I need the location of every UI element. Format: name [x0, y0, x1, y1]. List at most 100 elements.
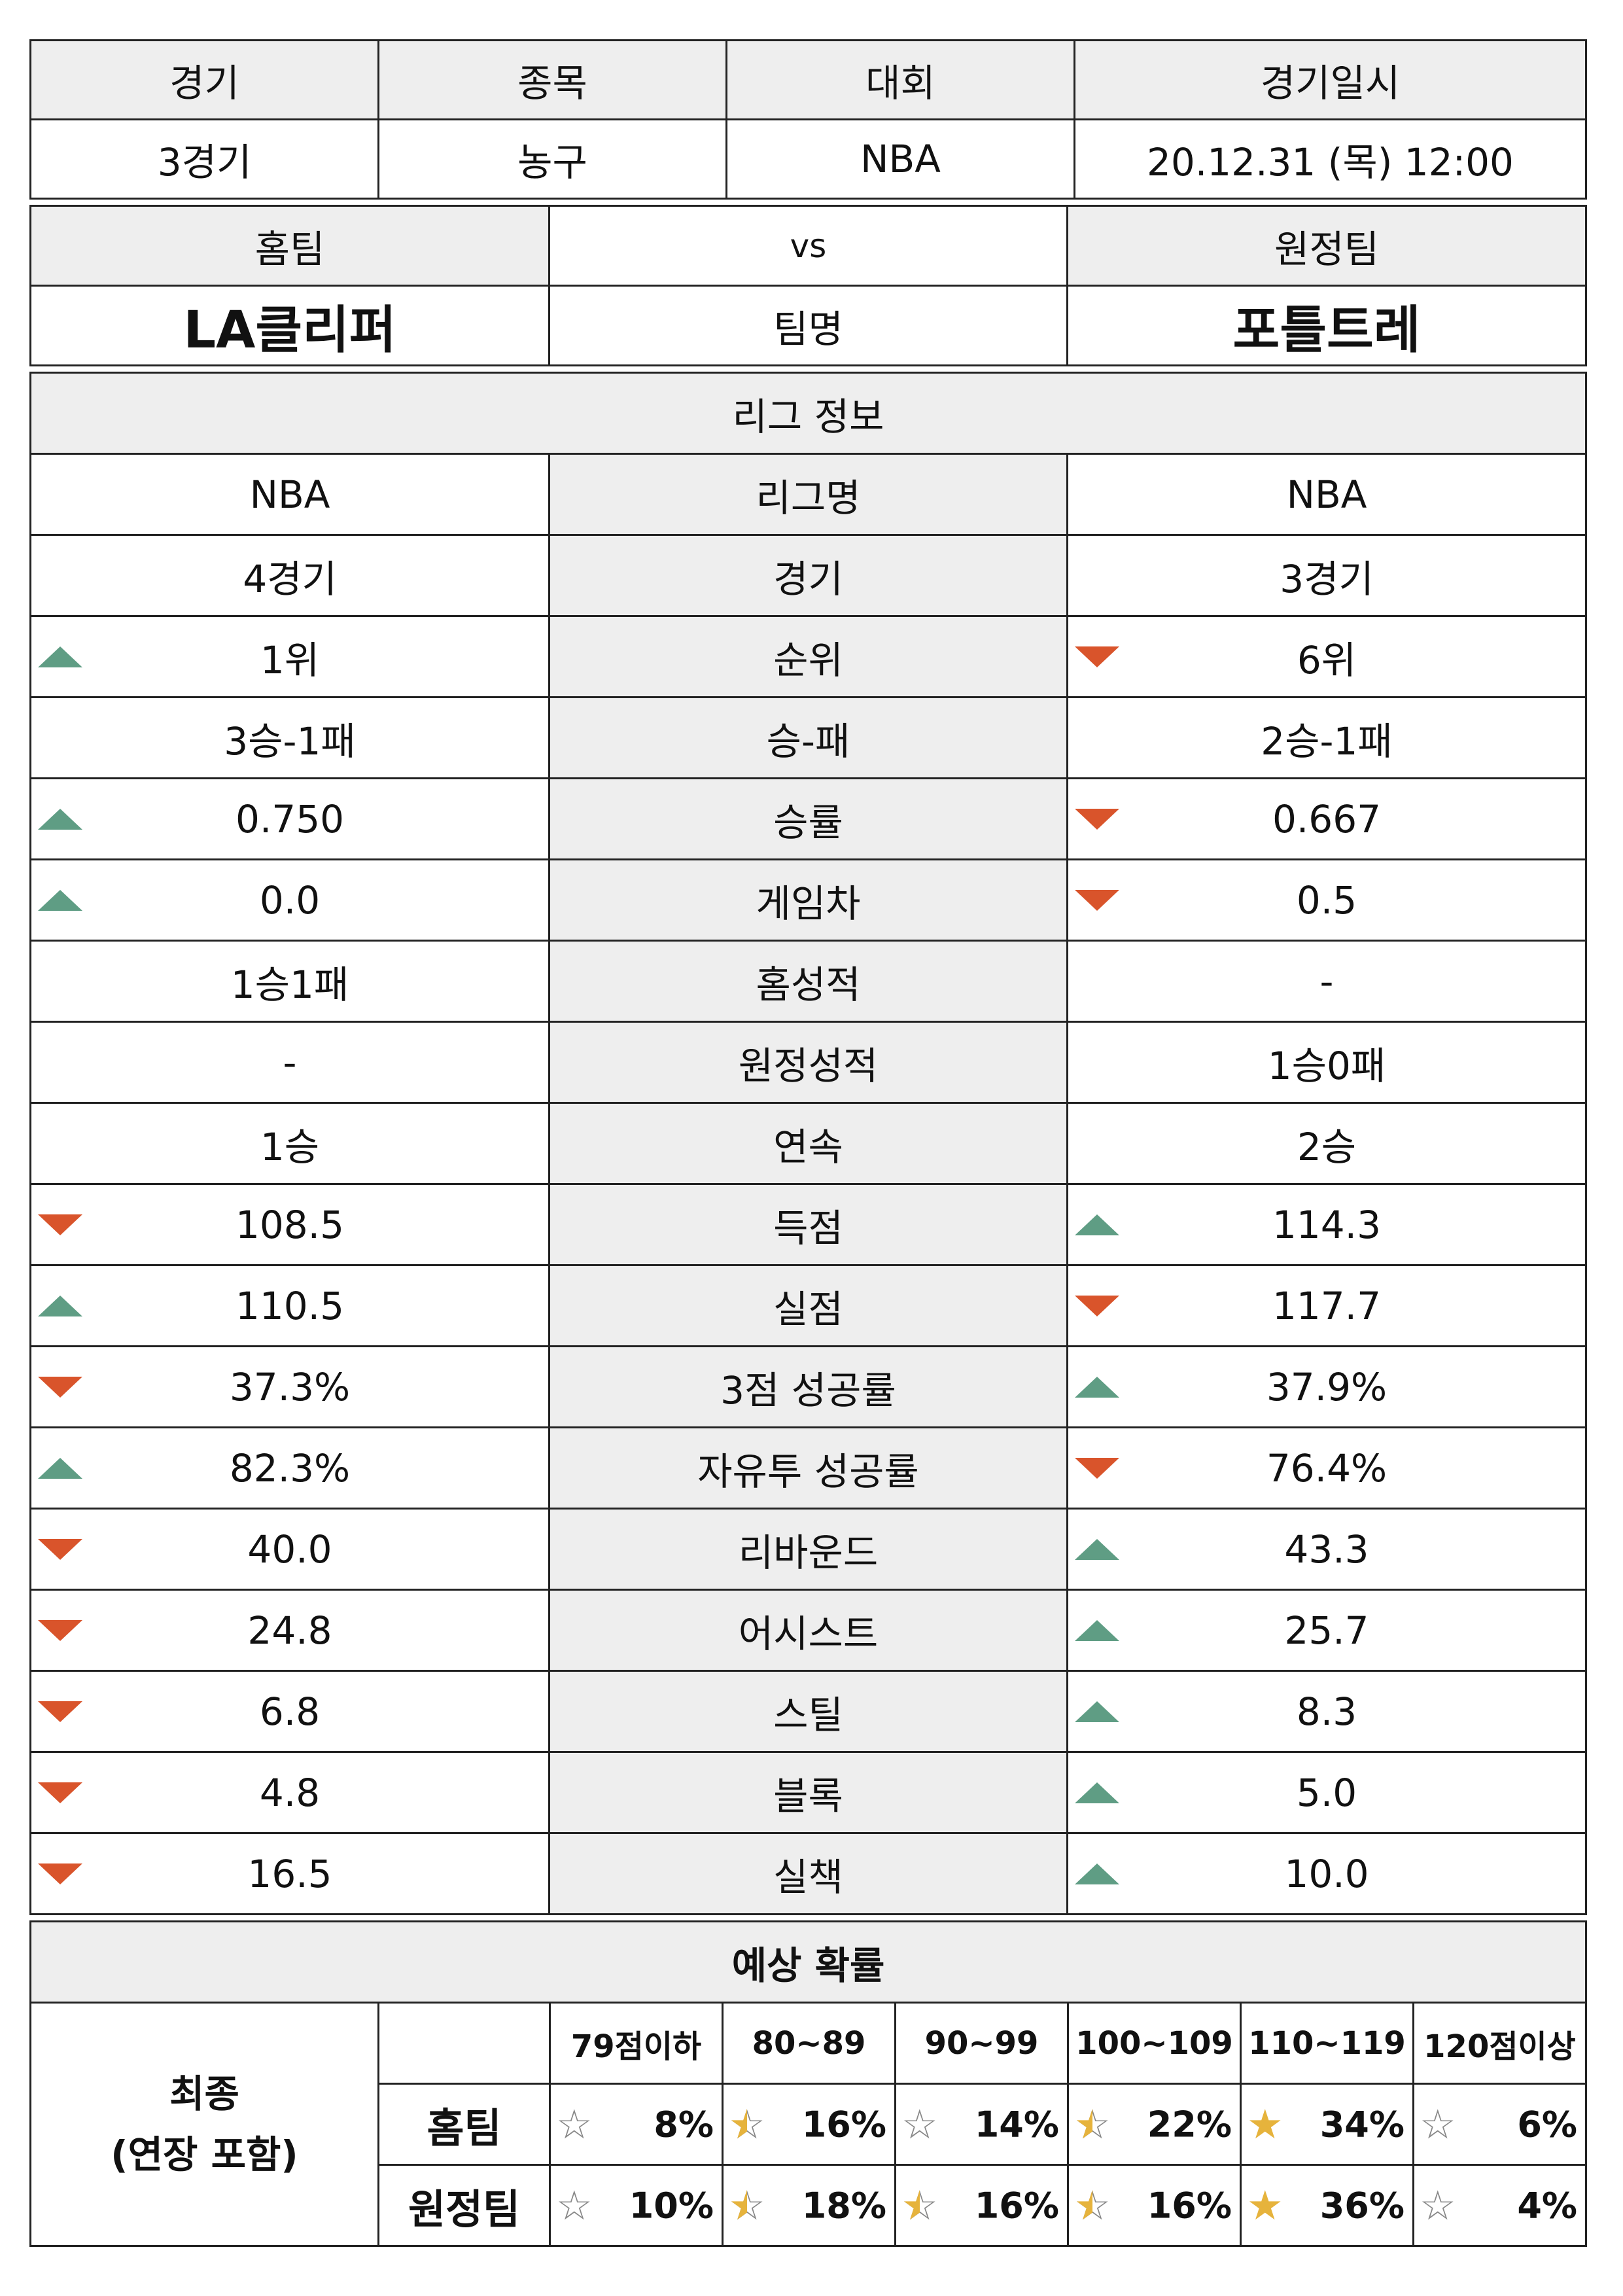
- away-team-name: 포틀트레: [1066, 285, 1587, 366]
- stat-label: 순위: [548, 615, 1068, 698]
- probability-value: 16%: [974, 2185, 1059, 2226]
- away-stat-value: 117.7: [1066, 1264, 1587, 1347]
- stat-label: 실점: [548, 1264, 1068, 1347]
- away-stat-value: 8.3: [1066, 1670, 1587, 1753]
- away-stat-value: 37.9%: [1066, 1345, 1587, 1428]
- away-stat-text: 0.667: [1272, 796, 1382, 841]
- away-stat-value: 2승-1패: [1066, 696, 1587, 779]
- stat-row: 108.5 득점 114.3: [29, 1183, 1587, 1266]
- away-stat-value: 114.3: [1066, 1183, 1587, 1266]
- probability-value: 36%: [1319, 2185, 1405, 2226]
- stat-row: 6.8 스틸 8.3: [29, 1670, 1587, 1753]
- probability-value: 10%: [629, 2185, 714, 2226]
- stat-row: 0.750 승률 0.667: [29, 777, 1587, 860]
- stat-row: NBA 리그명 NBA: [29, 453, 1587, 536]
- stat-rows: NBA 리그명 NBA 4경기 경기 3경기 1위 순위 6위 3승-1패 승-패 2승-1패 0.75…: [29, 453, 1587, 1915]
- score-range-header: 90~99: [894, 2002, 1069, 2085]
- prediction-table: 예상 확률 최종 (연장 포함) 79점이하 80~89 90~99 100~109 1…: [29, 1920, 1588, 2247]
- away-stat-text: 43.3: [1284, 1527, 1369, 1572]
- away-stat-text: 6위: [1297, 637, 1357, 682]
- down-triangle-icon: [38, 1619, 82, 1641]
- star-empty-icon: ☆: [901, 2100, 938, 2148]
- up-triangle-icon: [38, 646, 82, 667]
- probability-cell: ☆ 4%: [1412, 2164, 1588, 2247]
- home-stat-text: 24.8: [247, 1608, 332, 1653]
- stat-row: 1승1패 홈성적 -: [29, 940, 1587, 1023]
- stat-label: 3점 성공률: [548, 1345, 1068, 1428]
- home-stat-value: -: [29, 1021, 550, 1104]
- star-empty-icon: ☆: [556, 2181, 593, 2229]
- probability-cell: ★ 34%: [1240, 2083, 1414, 2166]
- home-stat-value: 4경기: [29, 534, 550, 617]
- away-stat-text: -: [1319, 959, 1334, 1004]
- header-league: 대회: [725, 39, 1075, 120]
- probability-cell: ★ 36%: [1240, 2164, 1414, 2247]
- probability-value: 6%: [1517, 2104, 1578, 2145]
- down-triangle-icon: [1075, 889, 1119, 911]
- stat-label: 어시스트: [548, 1589, 1068, 1672]
- match-info-table: 경기 종목 대회 경기일시 3경기 농구 NBA 20.12.31 (목) 12…: [29, 39, 1587, 200]
- down-triangle-icon: [1075, 1457, 1119, 1479]
- stat-label: 홈성적: [548, 940, 1068, 1023]
- down-triangle-icon: [38, 1214, 82, 1235]
- match-report-sheet: 경기 종목 대회 경기일시 3경기 농구 NBA 20.12.31 (목) 12…: [29, 39, 1588, 2247]
- up-triangle-icon: [38, 1295, 82, 1316]
- stat-label: 승-패: [548, 696, 1068, 779]
- home-stat-text: 37.3%: [229, 1364, 351, 1409]
- home-stat-value: 3승-1패: [29, 696, 550, 779]
- star-half-icon: ☆★: [729, 2181, 765, 2229]
- probability-value: 16%: [801, 2104, 886, 2145]
- home-stat-text: 16.5: [247, 1851, 332, 1896]
- home-stat-value: NBA: [29, 453, 550, 536]
- home-stat-text: 0.0: [259, 877, 321, 923]
- league-value: NBA: [725, 118, 1075, 200]
- up-triangle-icon: [1075, 1863, 1119, 1884]
- home-stat-text: 40.0: [247, 1527, 332, 1572]
- probability-cell: ☆★ 16%: [722, 2083, 896, 2166]
- away-stat-text: 76.4%: [1266, 1445, 1387, 1491]
- team-name-label: 팀명: [548, 285, 1068, 366]
- stat-row: 0.0 게임차 0.5: [29, 858, 1587, 942]
- probability-cell: ☆ 14%: [894, 2083, 1069, 2166]
- away-stat-value: 5.0: [1066, 1751, 1587, 1834]
- stat-label: 블록: [548, 1751, 1068, 1834]
- score-range-header: 120점이상: [1412, 2002, 1588, 2085]
- away-stat-text: 117.7: [1272, 1283, 1382, 1328]
- game-number: 3경기: [29, 118, 379, 200]
- header-sport: 종목: [377, 39, 727, 120]
- probability-cell: ☆ 6%: [1412, 2083, 1588, 2166]
- stat-row: 4.8 블록 5.0: [29, 1751, 1587, 1834]
- home-stat-value: 37.3%: [29, 1345, 550, 1428]
- home-stat-value: 1위: [29, 615, 550, 698]
- probability-cell: ☆ 8%: [549, 2083, 724, 2166]
- star-full-icon: ★: [1247, 2181, 1283, 2229]
- down-triangle-icon: [38, 1782, 82, 1803]
- pred-home-label: 홈팀: [377, 2083, 551, 2166]
- stat-row: 16.5 실책 10.0: [29, 1832, 1587, 1915]
- up-triangle-icon: [1075, 1701, 1119, 1722]
- header-datetime: 경기일시: [1073, 39, 1587, 120]
- home-stat-value: 0.750: [29, 777, 550, 860]
- star-half-icon: ☆★: [1074, 2100, 1111, 2148]
- header-game: 경기: [29, 39, 379, 120]
- star-half-icon: ☆★: [1074, 2181, 1111, 2229]
- league-info-table: 홈팀 vs 원정팀 LA클리퍼 팀명 포틀트레: [29, 205, 1587, 366]
- away-stat-value: 76.4%: [1066, 1426, 1587, 1510]
- up-triangle-icon: [1075, 1782, 1119, 1803]
- stat-label: 스틸: [548, 1670, 1068, 1753]
- stat-row: 82.3% 자유투 성공률 76.4%: [29, 1426, 1587, 1510]
- away-stat-text: 37.9%: [1266, 1364, 1387, 1409]
- home-stat-text: 82.3%: [229, 1445, 351, 1491]
- away-stat-value: 0.5: [1066, 858, 1587, 942]
- probability-value: 22%: [1147, 2104, 1232, 2145]
- home-team-name: LA클리퍼: [29, 285, 550, 366]
- home-stat-value: 6.8: [29, 1670, 550, 1753]
- home-stat-value: 24.8: [29, 1589, 550, 1672]
- stat-label: 실책: [548, 1832, 1068, 1915]
- stat-label: 연속: [548, 1102, 1068, 1185]
- home-stat-value: 4.8: [29, 1751, 550, 1834]
- probability-cell: ☆★ 16%: [894, 2164, 1069, 2247]
- star-empty-icon: ☆: [1420, 2100, 1456, 2148]
- home-stat-value: 110.5: [29, 1264, 550, 1347]
- home-stat-text: 4.8: [259, 1770, 321, 1815]
